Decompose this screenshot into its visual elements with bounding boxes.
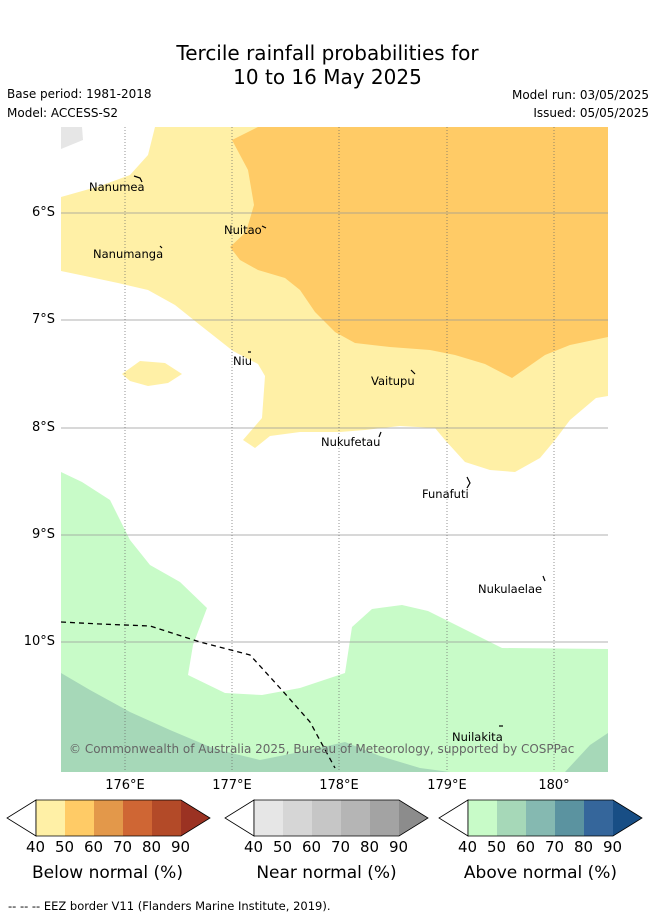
near-colorbar-over-arrow xyxy=(399,800,428,836)
place-label-funafuti: Funafuti xyxy=(422,487,469,501)
above-colorbar-tick-label: 50 xyxy=(487,838,507,856)
below-colorbar-segment xyxy=(65,800,94,836)
near-colorbar-tick-label: 40 xyxy=(244,838,264,856)
map-title-line2: 10 to 16 May 2025 xyxy=(233,65,422,89)
above-colorbar-segment xyxy=(526,800,555,836)
place-label-vaitupu: Vaitupu xyxy=(371,374,415,388)
above-normal-50-region xyxy=(61,673,450,772)
above-colorbar-segment xyxy=(468,800,497,836)
below-normal-40-blob xyxy=(122,361,182,386)
place-label-nukufetau: Nukufetau xyxy=(321,435,381,449)
near-colorbar-tick-label: 80 xyxy=(360,838,380,856)
above-normal-40-region xyxy=(61,472,608,772)
near-colorbar-tick-label: 70 xyxy=(331,838,351,856)
below-normal-title: Below normal (%) xyxy=(32,863,183,883)
near-colorbar-tick-label: 60 xyxy=(302,838,322,856)
lat-tick-10s: 10°S xyxy=(23,634,55,649)
issued-label: Issued: 05/05/2025 xyxy=(533,106,649,120)
above-normal-50-corner xyxy=(565,733,608,772)
model-run-label: Model run: 03/05/2025 xyxy=(511,88,649,102)
lat-tick-7s: 7°S xyxy=(31,312,55,327)
near-colorbar-segment xyxy=(254,800,283,836)
below-colorbar-tick-label: 50 xyxy=(55,838,75,856)
below-normal-50-region xyxy=(230,127,608,378)
below-colorbar-outline xyxy=(35,799,211,837)
place-label-nukulaelae: Nukulaelae xyxy=(478,582,543,596)
lon-tick-178e: 178°E xyxy=(319,778,359,793)
base-period-label: Base period: 1981-2018 xyxy=(7,87,152,101)
place-label-nuilakita: Nuilakita xyxy=(452,730,503,744)
above-colorbar-tick-label: 80 xyxy=(574,838,594,856)
lon-tick-179e: 179°E xyxy=(427,778,467,793)
below-colorbar-tick-label: 40 xyxy=(26,838,46,856)
near-normal-region xyxy=(61,127,83,149)
lon-tick-176e: 176°E xyxy=(105,778,145,793)
below-colorbar-segment xyxy=(36,800,65,836)
near-colorbar-tick-label: 50 xyxy=(273,838,293,856)
near-colorbar-outline xyxy=(253,799,429,837)
above-colorbar-tick-label: 70 xyxy=(545,838,565,856)
near-colorbar-segment xyxy=(312,800,341,836)
place-label-nanumanga: Nanumanga xyxy=(93,247,164,261)
lat-tick-9s: 9°S xyxy=(31,527,55,542)
near-colorbar-segment xyxy=(341,800,370,836)
below-colorbar-segment xyxy=(123,800,152,836)
near-colorbar-tick-label: 90 xyxy=(389,838,409,856)
above-colorbar-tick-label: 90 xyxy=(603,838,623,856)
lat-tick-8s: 8°S xyxy=(31,420,55,435)
above-colorbar-tick-label: 60 xyxy=(516,838,536,856)
place-label-nanumea: Nanumea xyxy=(89,180,145,194)
below-colorbar-over-arrow xyxy=(181,800,210,836)
below-colorbar-segment xyxy=(152,800,181,836)
near-colorbar-segment xyxy=(283,800,312,836)
near-normal-colorbar xyxy=(224,799,429,837)
above-normal-title: Above normal (%) xyxy=(463,863,618,883)
copyright-notice: © Commonwealth of Australia 2025, Bureau… xyxy=(69,742,575,756)
below-normal-colorbar xyxy=(6,799,211,837)
above-colorbar-segment xyxy=(555,800,584,836)
eez-border-legend: -- -- -- EEZ border V11 (Flanders Marine… xyxy=(8,899,331,913)
near-colorbar-segment xyxy=(370,800,399,836)
near-colorbar-under-arrow xyxy=(224,799,255,837)
near-normal-title: Near normal (%) xyxy=(256,863,397,883)
lon-tick-180: 180° xyxy=(538,778,570,793)
below-colorbar-tick-label: 70 xyxy=(113,838,133,856)
below-colorbar-tick-label: 60 xyxy=(84,838,104,856)
place-label-niu: Niu xyxy=(233,354,253,368)
eez-border-line xyxy=(61,621,336,769)
above-colorbar-over-arrow xyxy=(613,800,642,836)
above-normal-colorbar xyxy=(438,799,643,837)
place-label-nuitao: Nuitao xyxy=(224,223,262,237)
map-title-line1: Tercile rainfall probabilities for xyxy=(176,41,479,65)
above-colorbar-outline xyxy=(467,799,643,837)
above-colorbar-segment xyxy=(584,800,613,836)
above-colorbar-tick-label: 40 xyxy=(458,838,478,856)
lon-tick-177e: 177°E xyxy=(212,778,252,793)
above-colorbar-under-arrow xyxy=(438,799,469,837)
below-colorbar-tick-label: 80 xyxy=(142,838,162,856)
lat-tick-6s: 6°S xyxy=(31,205,55,220)
below-colorbar-segment xyxy=(94,800,123,836)
above-colorbar-segment xyxy=(497,800,526,836)
below-colorbar-tick-label: 90 xyxy=(171,838,191,856)
below-colorbar-under-arrow xyxy=(6,799,37,837)
model-label: Model: ACCESS-S2 xyxy=(7,106,119,120)
